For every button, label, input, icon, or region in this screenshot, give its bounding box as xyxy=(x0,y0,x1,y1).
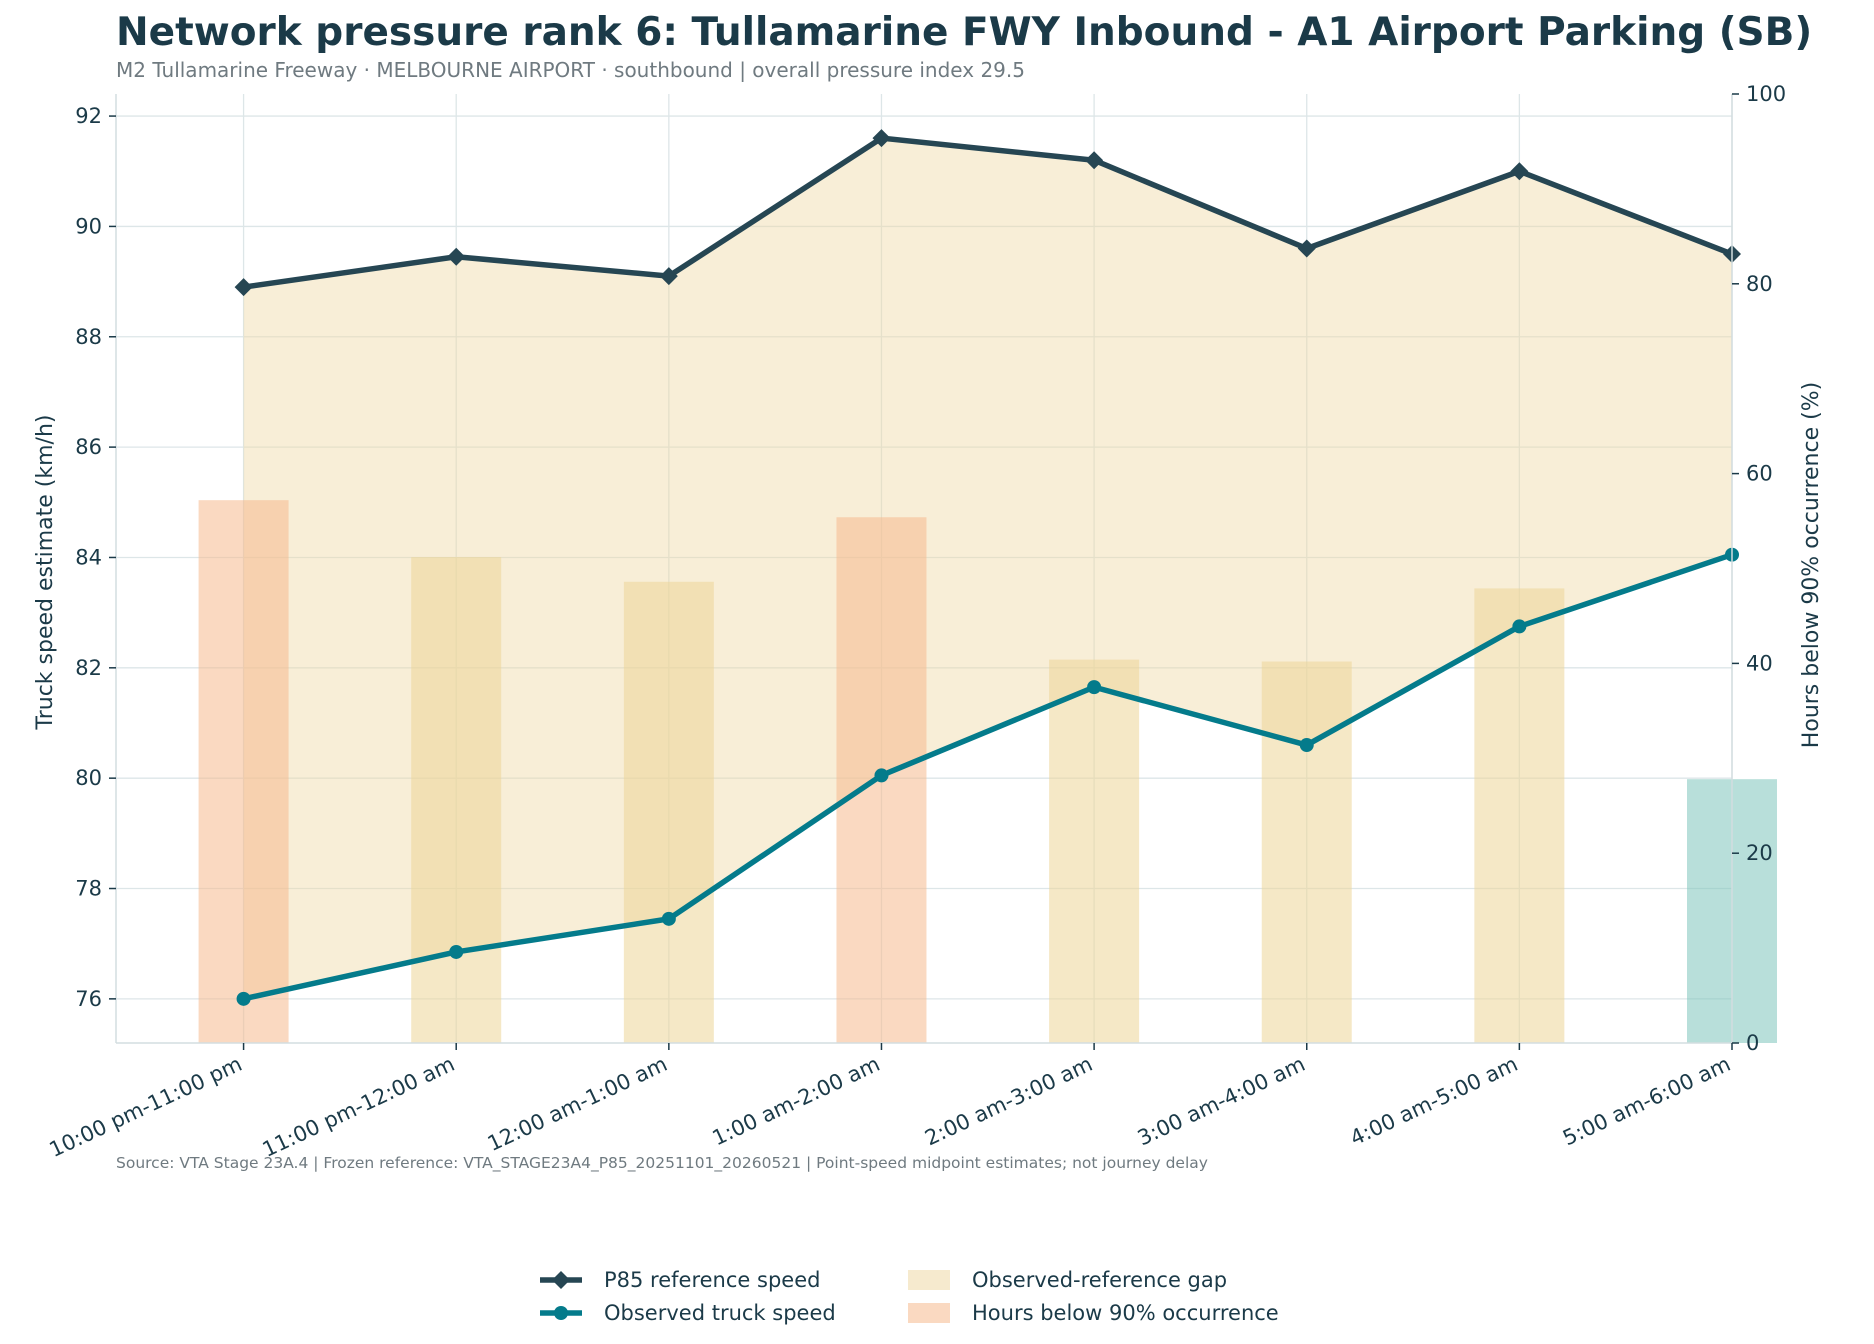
y2-tick-label: 20 xyxy=(1746,841,1773,865)
y-tick-label: 78 xyxy=(75,877,102,901)
gap-area-layer xyxy=(243,138,1732,999)
y2-tick-label: 0 xyxy=(1746,1031,1759,1055)
reference-speed-point xyxy=(234,278,253,297)
hours-bar xyxy=(1261,661,1352,1043)
chart-title: Network pressure rank 6: Tullamarine FWY… xyxy=(116,10,1813,55)
x-tick-label: 2:00 am-3:00 am xyxy=(921,1052,1096,1151)
observed-speed-point xyxy=(1512,619,1527,634)
reference-speed-line xyxy=(243,135,1733,290)
reference-speed-point xyxy=(872,129,891,148)
y2-tick-label: 100 xyxy=(1746,82,1786,106)
y-axis-label: Truck speed estimate (km/h) xyxy=(33,415,58,731)
y2-tick-label: 60 xyxy=(1746,462,1773,486)
observed-speed-point xyxy=(1299,738,1314,753)
observed-speed-point xyxy=(661,911,676,926)
legend-marker xyxy=(554,1306,568,1320)
hours-bar xyxy=(623,581,714,1043)
reference-speed-point xyxy=(447,247,466,266)
y-tick-label: 90 xyxy=(75,214,102,238)
observed-speed-point xyxy=(449,944,464,959)
hours-bar xyxy=(411,557,502,1043)
y2-axis-label: Hours below 90% occurrence (%) xyxy=(1799,382,1824,748)
observed-speed-point xyxy=(874,768,889,783)
x-tick-label: 11:00 pm-12:00 am xyxy=(259,1052,459,1162)
chart-subtitle: M2 Tullamarine Freeway · MELBOURNE AIRPO… xyxy=(116,58,1025,82)
reference-speed-point xyxy=(1297,239,1316,258)
axes-layer xyxy=(115,94,1733,1044)
y-tick-label: 76 xyxy=(75,987,102,1011)
y-tick-label: 88 xyxy=(75,325,102,349)
x-tick-label: 4:00 am-5:00 am xyxy=(1346,1052,1521,1151)
legend: P85 reference speed Observed truck speed O… xyxy=(540,1268,1279,1325)
y-tick-label: 84 xyxy=(75,545,102,569)
legend-swatch xyxy=(908,1270,950,1290)
x-tick-label: 5:00 am-6:00 am xyxy=(1559,1052,1734,1151)
y-tick-label: 82 xyxy=(75,656,102,680)
legend-marker xyxy=(552,1271,570,1289)
x-tick-label: 10:00 pm-11:00 pm xyxy=(46,1052,246,1162)
observed-speed-line xyxy=(242,552,1733,1002)
legend-label: P85 reference speed xyxy=(604,1268,820,1292)
x-tick-label: 12:00 am-1:00 am xyxy=(484,1052,671,1156)
observed-speed-point xyxy=(1087,680,1102,695)
reference-speed-point xyxy=(1085,151,1104,170)
reference-speed-point xyxy=(1510,162,1529,181)
y-tick-label: 86 xyxy=(75,435,102,459)
y-tick-label: 92 xyxy=(75,104,102,128)
legend-label: Observed-reference gap xyxy=(972,1268,1227,1292)
legend-label: Hours below 90% occurrence xyxy=(972,1301,1279,1325)
hours-bar xyxy=(1049,659,1140,1043)
gap-area xyxy=(243,138,1732,999)
y2-tick-label: 40 xyxy=(1746,651,1773,675)
y-tick-label: 80 xyxy=(75,766,102,790)
reference-speed-point xyxy=(659,267,678,286)
legend-swatch xyxy=(908,1303,950,1323)
x-tick-label: 1:00 am-2:00 am xyxy=(709,1052,884,1151)
x-tick-label: 3:00 am-4:00 am xyxy=(1134,1052,1309,1151)
legend-label: Observed truck speed xyxy=(604,1301,836,1325)
observed-speed-point xyxy=(236,991,251,1006)
y2-tick-label: 80 xyxy=(1746,272,1773,296)
source-note: Source: VTA Stage 23A.4 | Frozen referen… xyxy=(116,1154,1208,1173)
line-layer xyxy=(234,129,1741,1006)
hours-bar xyxy=(198,500,289,1043)
hours-bar xyxy=(1474,588,1565,1043)
